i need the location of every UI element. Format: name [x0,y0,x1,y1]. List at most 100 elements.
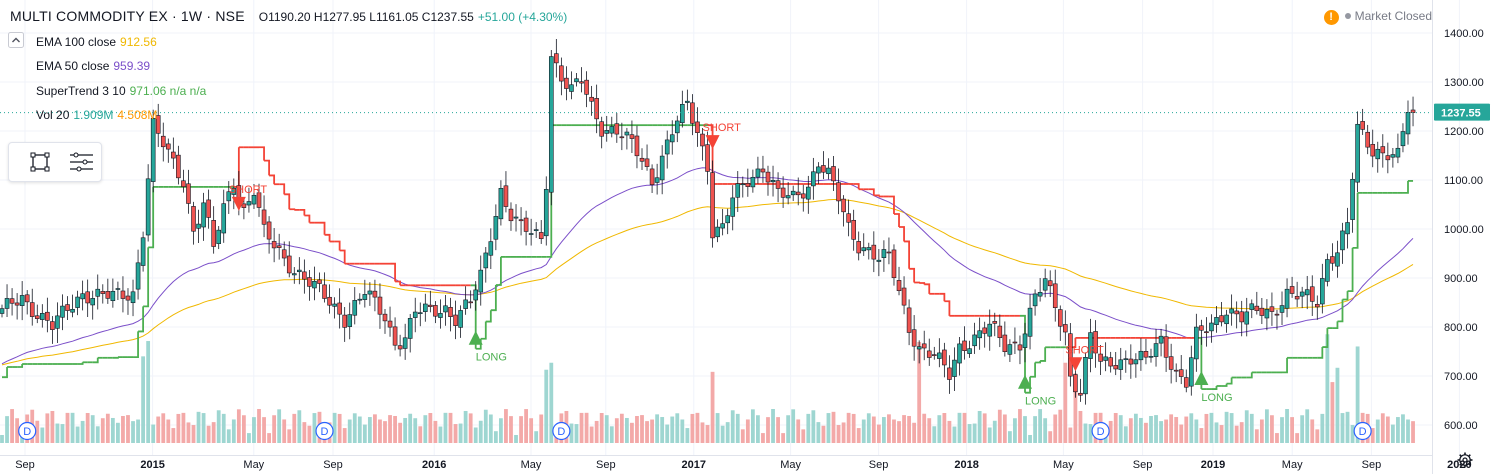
candle [629,120,635,153]
candle [1345,207,1350,249]
rectangle-tool-icon[interactable] [29,151,51,173]
candle-body [841,198,846,213]
symbol-title[interactable]: MULTI COMMODITY EX · 1W · NSE [10,8,245,24]
candle-body [1360,121,1365,130]
candle-body [931,354,937,356]
short-arrow-icon [705,135,720,150]
candle [972,322,977,354]
indicator-ema50[interactable]: EMA 50 close 959.39 [36,59,151,73]
dividend-badge[interactable]: D [315,421,334,441]
candle-body [1057,309,1063,327]
candle-body [750,176,756,188]
candle [518,207,524,236]
candle-body [1254,305,1260,311]
volume-bar [599,412,604,443]
volume-bar [287,429,292,443]
candle-body [1370,144,1376,157]
warning-icon[interactable]: ! [1323,10,1339,25]
candle [669,120,675,155]
volume-bar [1169,414,1174,443]
candle-body [518,219,524,222]
candle-body [125,295,131,301]
volume-bar [236,409,241,443]
candle-body [967,348,972,354]
dividend-badge[interactable]: D [1353,421,1372,441]
candle [674,115,680,143]
volume-bar [1305,409,1310,443]
candle-body [826,167,831,175]
candle-body [634,135,640,157]
candle-body [176,154,181,179]
supertrend-segment [17,364,24,368]
candle-body [196,223,201,229]
candle-body [962,340,967,351]
volume-bar [161,413,166,443]
x-tick-label: 2018 [954,459,978,471]
candle-body [861,247,867,252]
candle-body [816,166,821,174]
candle [543,176,549,246]
candle [191,201,196,245]
candle-body [1224,314,1229,325]
volume-bar [408,413,413,443]
volume-bar [836,425,841,443]
candle [1153,328,1159,367]
indicator-ema100[interactable]: EMA 100 close 912.56 [36,35,157,49]
volume-bar [116,422,120,443]
supertrend-segment [233,147,240,188]
candle-body [1194,326,1199,360]
volume-bar [156,416,161,443]
candle-body [644,158,650,167]
volume-bar [977,410,982,443]
volume-bar [756,415,760,443]
volume-bar [110,417,115,443]
candle [1194,313,1199,372]
candle-body [317,279,322,284]
volume-bar [816,422,821,443]
candle-body [760,168,766,173]
settings-icon[interactable] [1457,452,1473,468]
y-tick-label: 1100.00 [1444,175,1483,187]
collapse-icon[interactable] [8,32,24,48]
volume-bar [876,424,881,443]
volume-bar [826,413,831,443]
dividend-badge[interactable]: D [552,421,571,441]
supertrend-segment [324,233,331,242]
candle-body [85,291,90,304]
y-tick-label: 900.00 [1444,273,1478,285]
candle-body [1214,317,1219,325]
indicator-supertrend[interactable]: SuperTrend 3 10 971.06 n/a n/a [36,84,207,98]
volume-bar [1325,334,1330,443]
lines-tool-icon[interactable] [67,151,95,173]
x-tick-label: Sep [1362,459,1382,471]
volume-bar [1300,415,1305,443]
x-tick-label: Sep [323,459,343,471]
drawing-toolbar [8,142,102,182]
candle-body [347,314,353,327]
candle [155,103,161,147]
volume-bar [1385,416,1390,443]
volume-bar [171,428,176,443]
candle [443,294,448,326]
candle [312,266,317,301]
candle-body [735,183,741,198]
volume-bar [347,419,352,443]
supertrend-segment [1347,247,1354,293]
candle-body [1395,147,1401,158]
supertrend-segment [909,267,916,283]
candle-body [1244,311,1250,325]
candle [584,71,589,108]
dividend-badge[interactable]: D [18,421,37,441]
candle-body [417,312,423,314]
candle-body [1320,278,1325,305]
candle [816,162,821,185]
candle [140,231,146,272]
candle [770,165,776,197]
candle [1047,270,1053,298]
supertrend-segment [299,208,306,216]
dividend-badge[interactable]: D [1091,421,1110,441]
volume-bar [206,425,211,443]
supertrend-segment [1019,314,1026,393]
indicator-volume[interactable]: Vol 20 1.909M 4.508M [36,108,158,122]
